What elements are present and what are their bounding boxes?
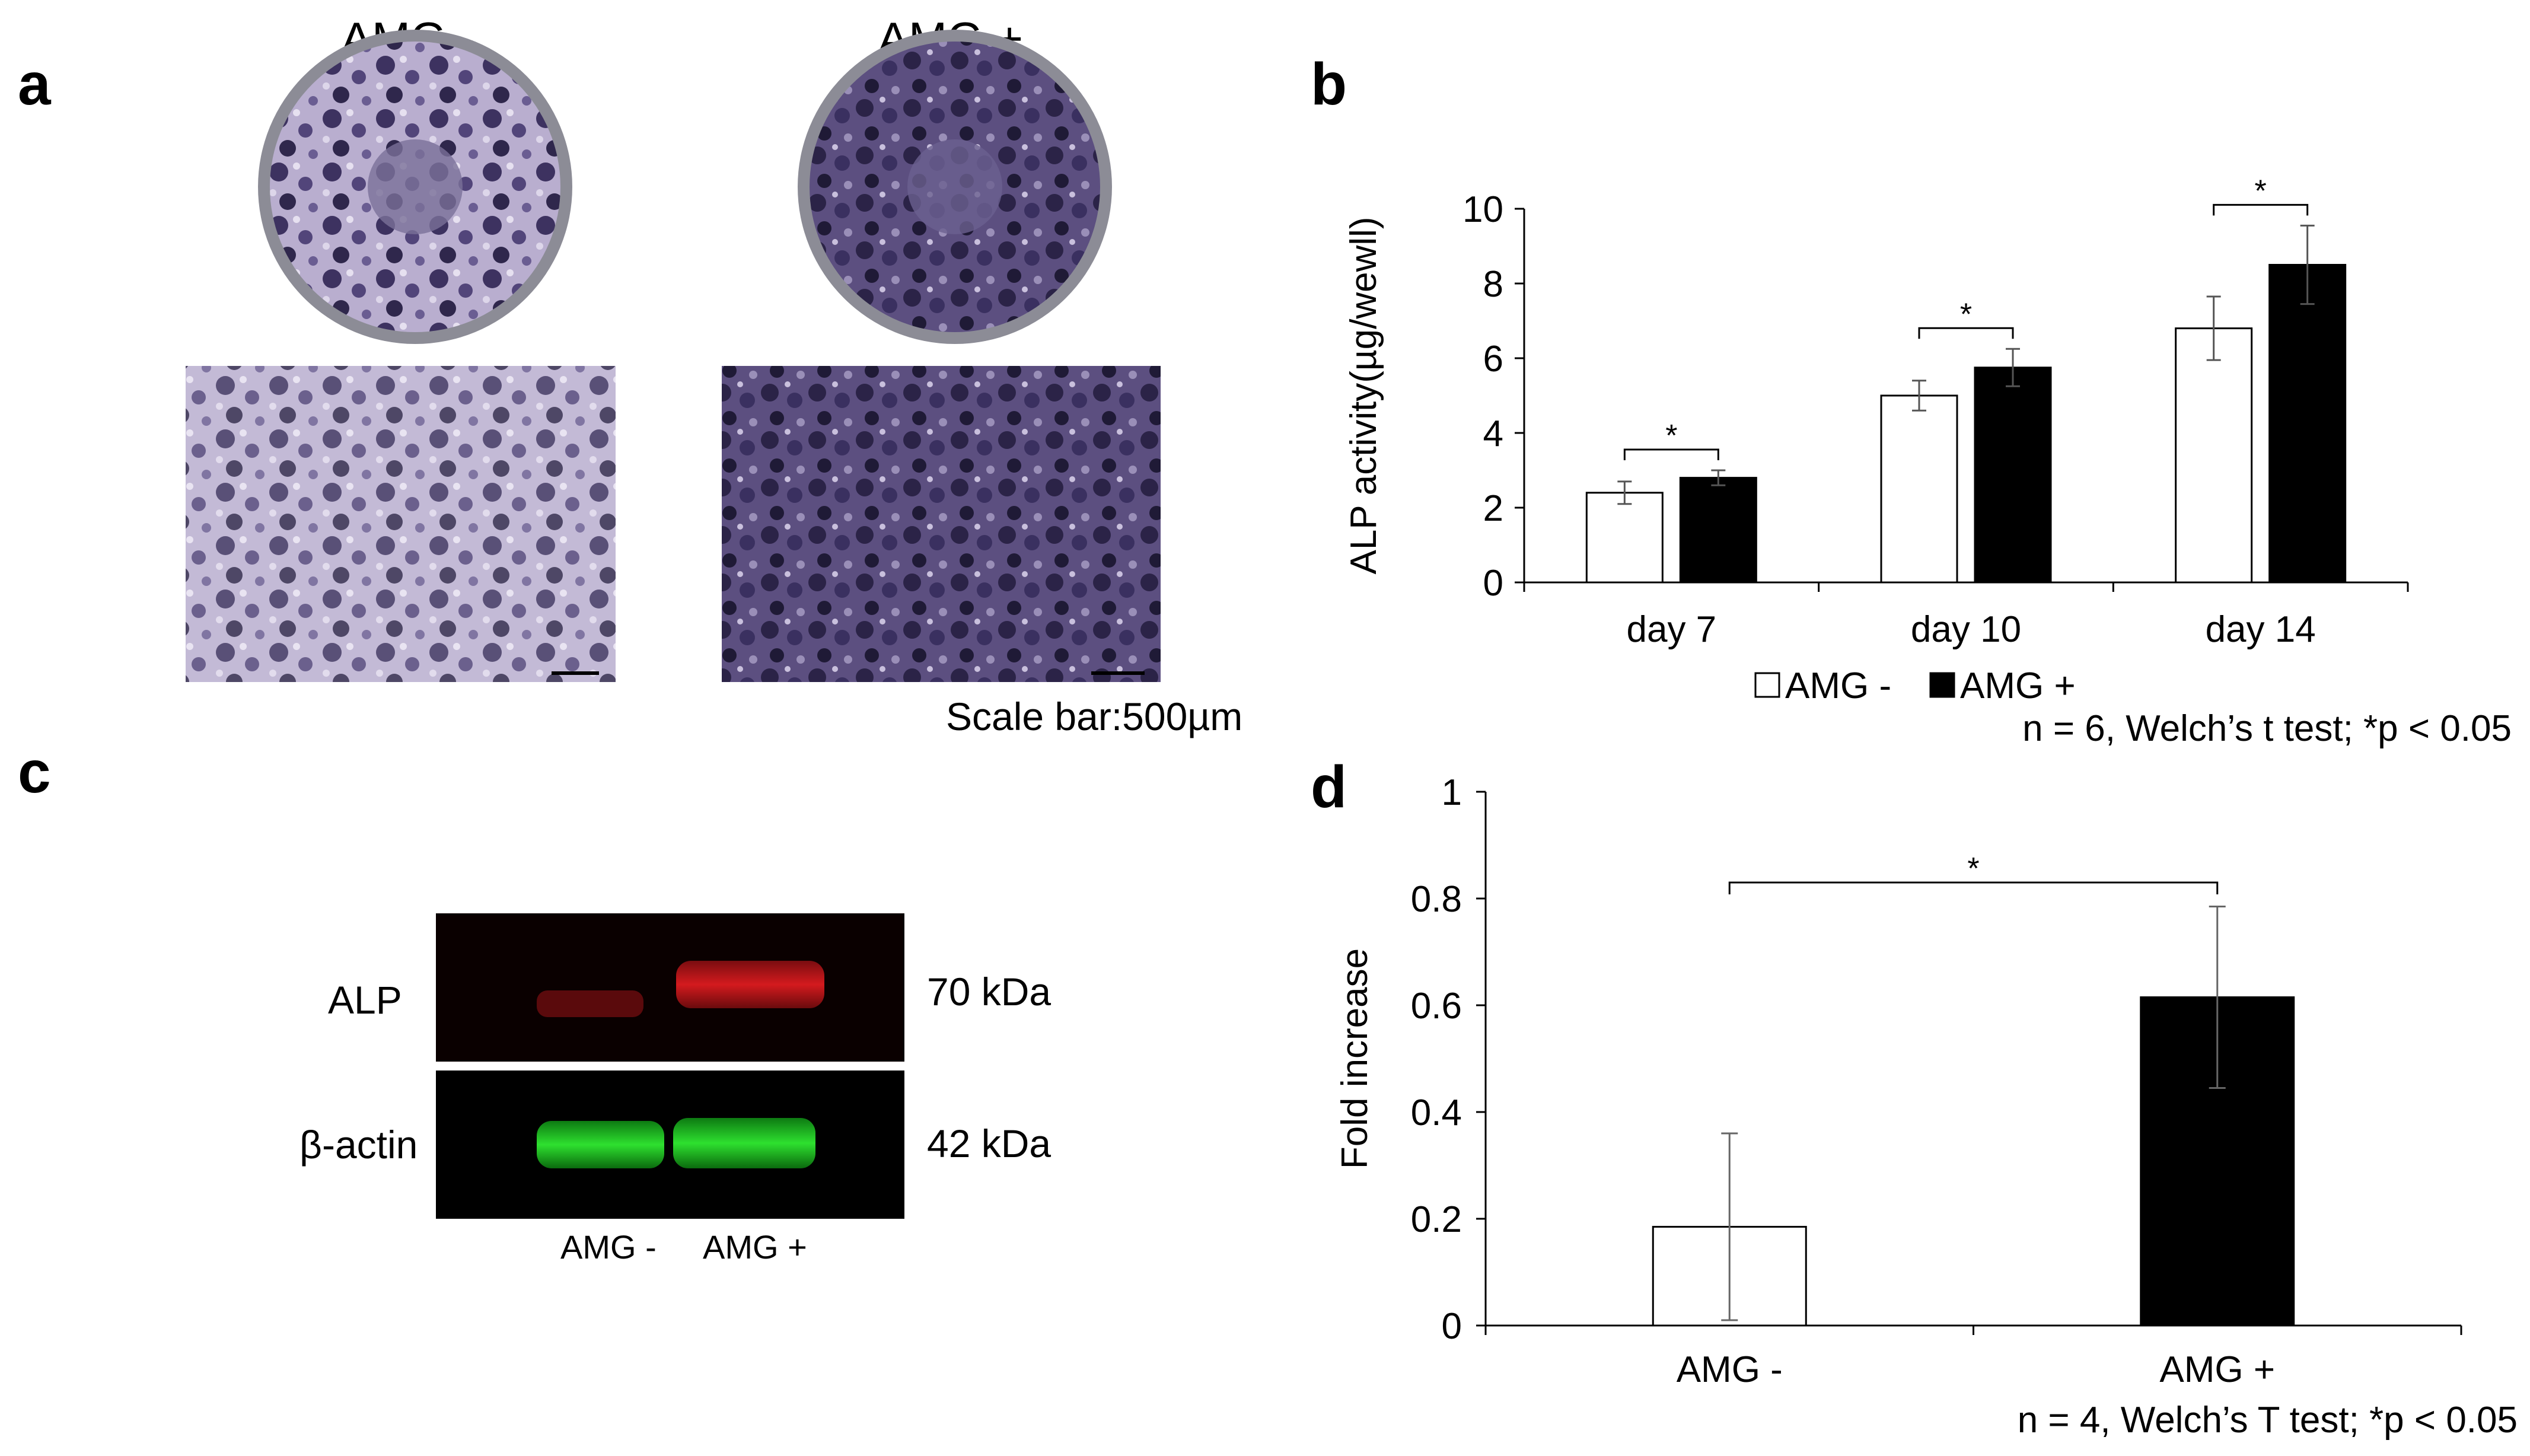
x-tick-label: day 14 [2206,609,2316,650]
y-tick-label: 8 [1483,264,1503,305]
legend-label-minus: AMG - [1785,665,1891,706]
x-tick-label: day 10 [1911,609,2021,650]
bar [1679,477,1757,584]
significance-star: * [2255,174,2267,208]
panel-letter-c: c [18,739,51,805]
y-tick-label: 0 [1483,563,1503,604]
panel-a-images [186,30,1161,682]
y-tick-label: 0.8 [1411,879,1462,920]
legend-label-plus: AMG + [1960,665,2076,706]
actin-blot-panel [436,1071,904,1219]
legend-swatch-minus [1754,672,1780,698]
chart-b: 0 2 4 6 8 10 day 7 * day 10 * day 14 * ALP activity(… [1343,174,2512,749]
significance-star: * [1665,419,1677,453]
alp-band-minus [537,990,643,1017]
x-tick-label: AMG + [2159,1349,2275,1390]
blot-row-alp: ALP [328,978,402,1022]
bar [1880,394,1958,584]
scale-bar-label: Scale bar:500µm [946,694,1243,738]
significance-bracket [1728,881,2219,894]
lane-label-minus: AMG - [560,1228,657,1266]
significance-bracket [1623,448,1719,460]
y-tick-label: 6 [1483,339,1503,380]
micrograph-plus [722,366,1161,682]
stats-note: n = 4, Welch’s T test; *p < 0.05 [2018,1400,2518,1441]
actin-band-plus [673,1118,815,1168]
bar [2175,327,2253,584]
panel-letter-a: a [18,51,51,117]
bar [1974,367,2052,584]
panel-c-blot [436,913,904,1219]
y-tick-label: 0.4 [1411,1092,1462,1133]
x-tick-label: AMG - [1677,1349,1783,1390]
legend-swatch-plus [1929,672,1955,698]
dish-minus [258,30,572,344]
y-tick-label: 0.2 [1411,1199,1462,1240]
kda-42: 42 kDa [927,1122,1051,1165]
chart-d: 0 0.2 0.4 0.6 0.8 1 AMG - AMG + * Fold increase n … [1334,772,2518,1441]
alp-blot-panel [436,913,904,1062]
alp-band-plus [676,961,824,1008]
bar [2268,264,2347,584]
significance-star: * [1960,297,1972,332]
micrograph-minus [186,366,616,682]
y-tick-label: 10 [1462,189,1503,230]
y-tick-label: 0.6 [1411,986,1462,1027]
x-tick-label: day 7 [1626,609,1716,650]
kda-70: 70 kDa [927,970,1051,1014]
y-tick-label: 0 [1442,1306,1462,1347]
significance-bracket [2213,203,2309,216]
actin-band-minus [537,1121,664,1168]
significance-bracket [1918,327,2014,339]
panel-letter-d: d [1311,754,1347,820]
panel-letter-b: b [1311,51,1347,117]
y-axis-label: ALP activity(µg/wewll) [1343,216,1384,574]
y-tick-label: 4 [1483,413,1503,454]
bar [1585,492,1664,584]
lane-label-plus: AMG + [703,1228,807,1266]
stats-note: n = 6, Welch’s t test; *p < 0.05 [2022,708,2512,749]
blot-row-actin: β-actin [299,1123,418,1167]
significance-star: * [1967,852,1979,886]
y-tick-label: 1 [1442,772,1462,813]
dish-plus [798,30,1112,344]
y-axis-label: Fold increase [1334,948,1375,1169]
y-tick-label: 2 [1483,488,1503,529]
